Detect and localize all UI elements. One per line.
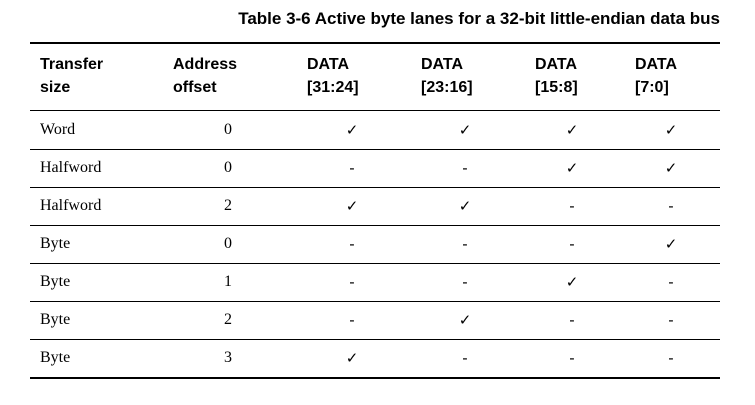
cell: - (668, 349, 674, 367)
header-text: size (40, 79, 71, 96)
row-label: Byte (40, 235, 71, 252)
top-rule (30, 42, 720, 44)
cell: ✓ (565, 273, 579, 291)
cell: - (668, 197, 674, 215)
cell: 1 (224, 273, 232, 290)
cell: - (349, 311, 355, 329)
cell: ✓ (345, 349, 359, 367)
cell: - (462, 159, 468, 177)
row-label: Halfword (40, 197, 102, 214)
cell: 0 (224, 121, 232, 138)
row-rule (30, 263, 720, 264)
header-text: [7:0] (635, 79, 669, 96)
row-label: Byte (40, 311, 71, 328)
cell: ✓ (565, 121, 579, 139)
cell: - (462, 273, 468, 291)
cell: - (349, 273, 355, 291)
header-text: Address (173, 56, 238, 73)
cell: ✓ (664, 159, 678, 177)
cell: - (569, 197, 575, 215)
header-text: DATA (421, 56, 464, 73)
cell: - (668, 311, 674, 329)
cell: ✓ (345, 121, 359, 139)
cell: - (569, 235, 575, 253)
cell: 3 (224, 349, 232, 366)
cell: ✓ (458, 121, 472, 139)
header-text: DATA (307, 56, 350, 73)
cell: 0 (224, 159, 232, 176)
header-rule (30, 110, 720, 111)
cell: 2 (224, 197, 232, 214)
cell: ✓ (345, 197, 359, 215)
cell: - (462, 349, 468, 367)
cell: - (569, 349, 575, 367)
cell: 0 (224, 235, 232, 252)
row-label: Byte (40, 273, 71, 290)
cell: - (668, 273, 674, 291)
cell: - (462, 235, 468, 253)
cell: 2 (224, 311, 232, 328)
row-label: Halfword (40, 159, 102, 176)
row-rule (30, 339, 720, 340)
cell: ✓ (565, 159, 579, 177)
cell: - (569, 311, 575, 329)
header-text: DATA (635, 56, 678, 73)
header-text: [15:8] (535, 79, 578, 96)
row-label: Word (40, 121, 76, 138)
cell: ✓ (664, 121, 678, 139)
row-label: Byte (40, 349, 71, 366)
header-text: [31:24] (307, 79, 359, 96)
cell: - (349, 159, 355, 177)
cell: - (349, 235, 355, 253)
row-rule (30, 187, 720, 188)
cell: ✓ (458, 197, 472, 215)
header-text: DATA (535, 56, 578, 73)
header-text: Transfer (40, 56, 104, 73)
table-title: Table 3-6 Active byte lanes for a 32-bit… (238, 9, 720, 28)
row-rule (30, 149, 720, 150)
bottom-rule (30, 377, 720, 379)
cell: ✓ (458, 311, 472, 329)
header-text: [23:16] (421, 79, 473, 96)
cell: ✓ (664, 235, 678, 253)
row-rule (30, 301, 720, 302)
header-text: offset (173, 79, 217, 96)
row-rule (30, 225, 720, 226)
